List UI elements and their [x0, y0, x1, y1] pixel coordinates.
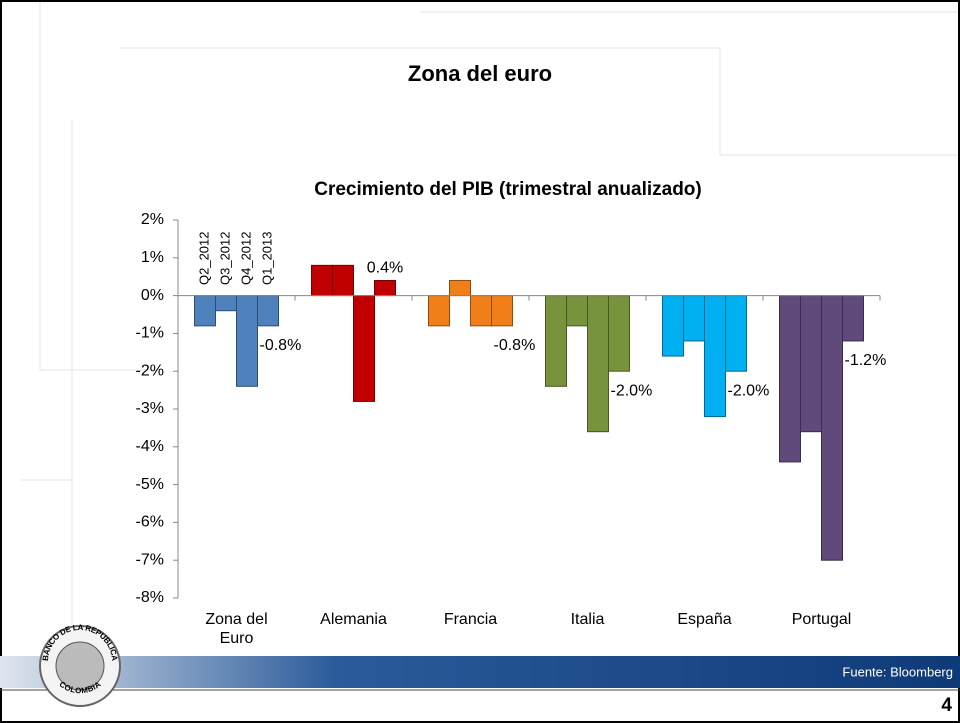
bar — [215, 295, 237, 312]
data-label: -2.0% — [611, 382, 653, 399]
page-number: 4 — [941, 695, 952, 716]
series-label: Q1_2013 — [259, 232, 274, 286]
bar — [566, 295, 588, 327]
x-tick-label: Portugal — [791, 611, 852, 628]
data-label: 0.4% — [367, 260, 403, 277]
bar — [236, 295, 258, 387]
y-tick-label: -6% — [136, 514, 164, 531]
y-tick-label: -8% — [136, 589, 164, 606]
bar — [779, 295, 801, 463]
data-label: -0.8% — [260, 337, 302, 354]
bar — [662, 295, 684, 357]
background-lines — [20, 2, 958, 660]
x-tick-label: España — [677, 611, 732, 628]
bar — [842, 295, 864, 342]
slide-title: Zona del euro — [408, 61, 552, 86]
bar — [608, 295, 630, 372]
bar — [311, 264, 333, 297]
bar — [374, 279, 396, 297]
data-label: -2.0% — [728, 382, 770, 399]
bar — [449, 279, 471, 297]
y-tick-label: -1% — [136, 325, 164, 342]
y-tick-label: -5% — [136, 476, 164, 493]
series-label: Q2_2012 — [196, 232, 211, 286]
y-tick-label: -3% — [136, 400, 164, 417]
x-tick-label: Zona del Euro — [205, 611, 268, 647]
bar — [587, 295, 609, 433]
series-label: Q4_2012 — [238, 232, 253, 286]
y-tick-label: -7% — [136, 551, 164, 568]
logo: BANCO DE LA REPUBLICA COLOMBIA — [39, 623, 121, 707]
bar — [194, 295, 216, 327]
data-label: -0.8% — [494, 337, 536, 354]
x-tick-label: Francia — [443, 611, 498, 628]
series-label: Q3_2012 — [217, 232, 232, 286]
logo-center — [55, 641, 105, 691]
bar — [704, 295, 726, 418]
bar — [800, 295, 822, 433]
footer-band — [0, 656, 960, 688]
y-tick-label: 1% — [141, 249, 164, 266]
y-tick-label: 2% — [141, 211, 164, 228]
bar — [491, 295, 513, 327]
bar — [545, 295, 567, 387]
bar — [353, 295, 375, 402]
bar — [428, 295, 450, 327]
bar — [683, 295, 705, 342]
bar — [257, 295, 279, 327]
data-label: -1.2% — [845, 352, 887, 369]
y-tick-label: -4% — [136, 438, 164, 455]
bar — [470, 295, 492, 327]
x-tick-label: Alemania — [320, 611, 387, 628]
bar — [821, 295, 843, 561]
chart-title: Crecimiento del PIB (trimestral anualiza… — [314, 179, 701, 200]
bar — [332, 264, 354, 297]
source: Fuente: Bloomberg — [842, 664, 953, 679]
y-tick-label: 0% — [141, 287, 164, 304]
x-tick-label: Italia — [570, 611, 605, 628]
y-tick-label: -2% — [136, 362, 164, 379]
bar — [725, 295, 747, 372]
